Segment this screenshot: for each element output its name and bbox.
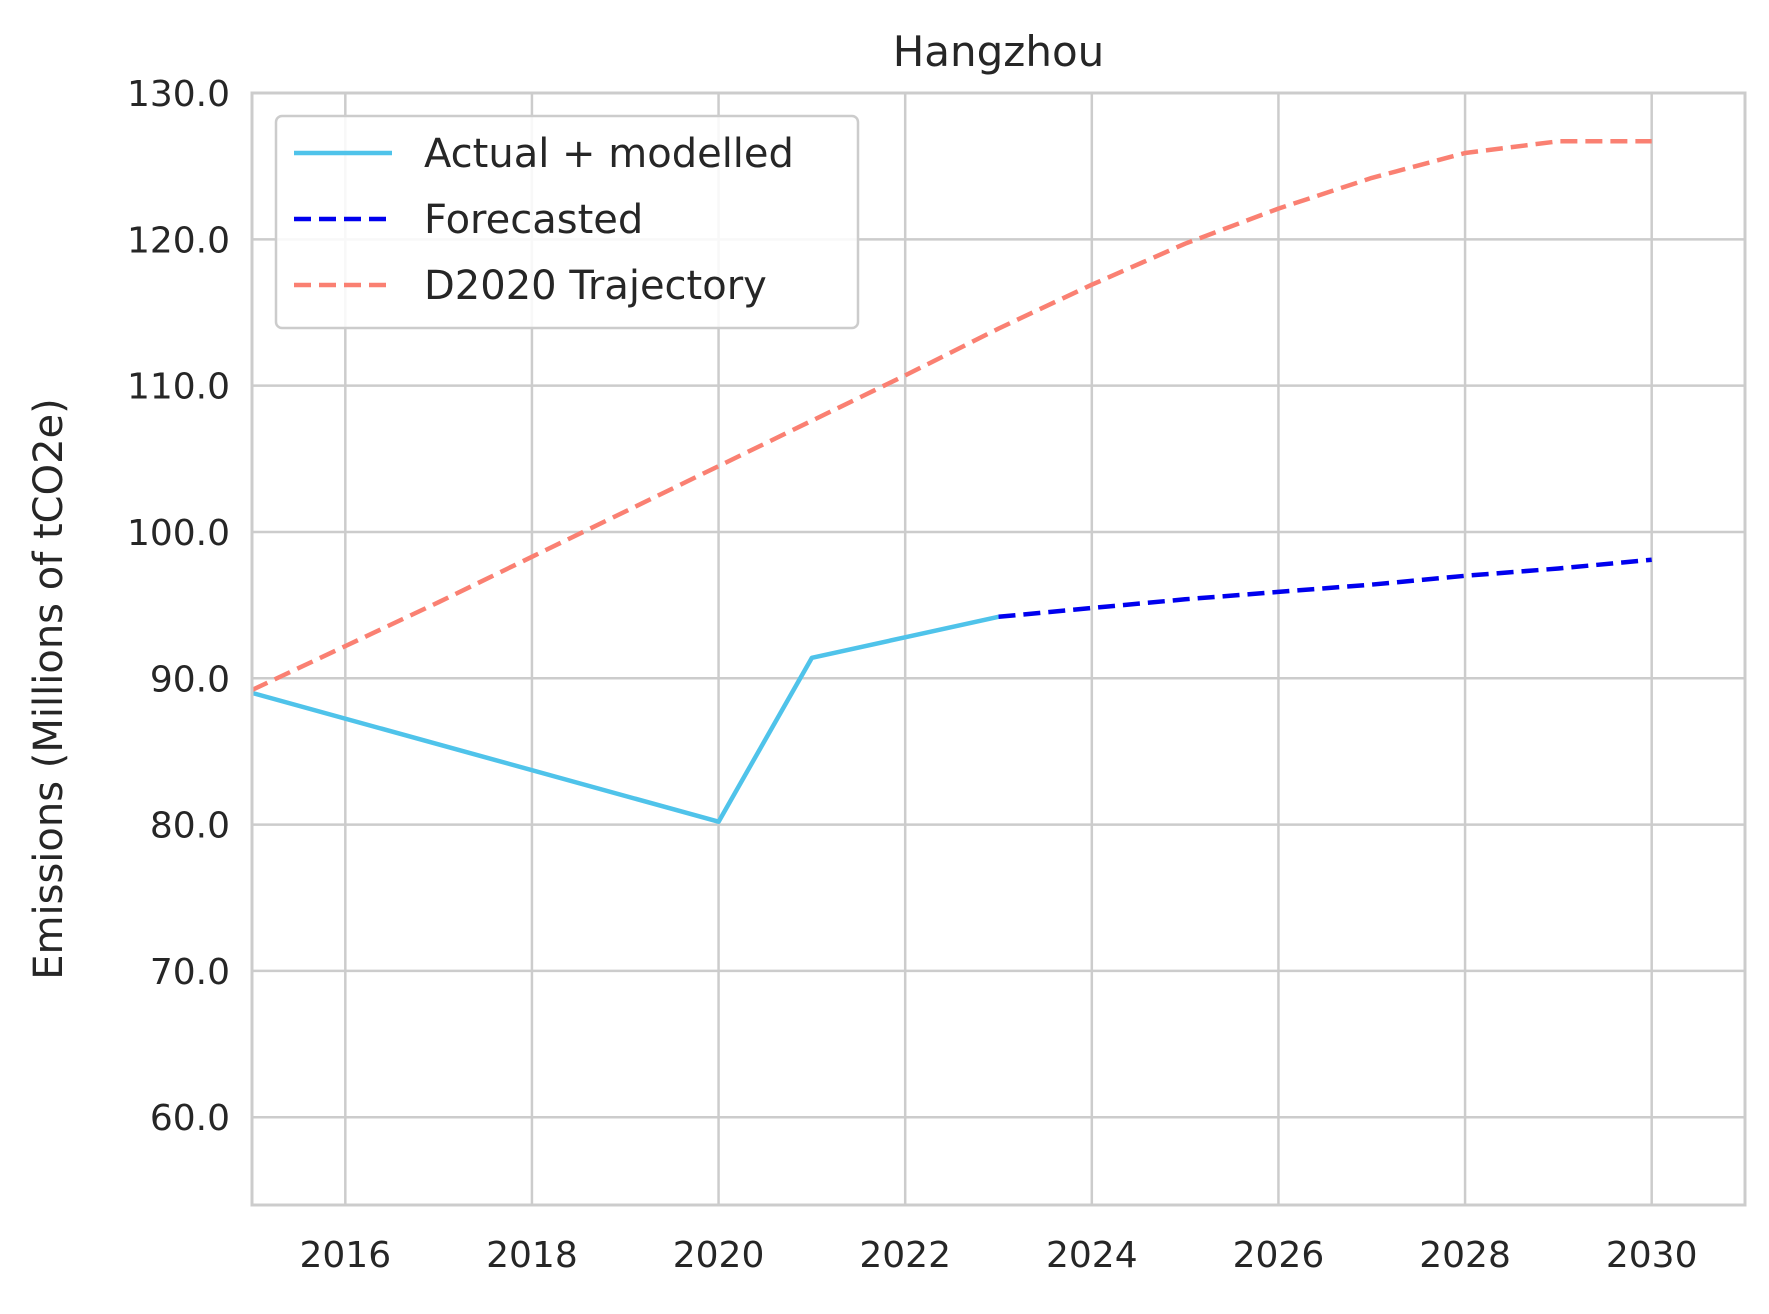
y-tick-label: 120.0 xyxy=(127,220,230,261)
series-line-2 xyxy=(251,139,1652,693)
x-tick-label: 2018 xyxy=(486,1235,578,1276)
legend-box xyxy=(274,114,860,330)
y-tick-label: 110.0 xyxy=(127,367,230,408)
y-tick-label: 70.0 xyxy=(150,952,230,993)
chart-title: Hangzhou xyxy=(893,27,1105,76)
y-axis-ticks: 60.0 70.0 80.0 90.0 100.0 110.0 120.0 130.0 xyxy=(127,74,230,1139)
legend-items: Actual + modelled Forecasted D2020 Traject… xyxy=(294,131,794,309)
series-line-0 xyxy=(251,614,999,824)
legend-label-0: Actual + modelled xyxy=(424,131,794,177)
x-axis-ticks: 2016 2018 2020 2022 2024 2026 2028 2030 xyxy=(300,1235,1698,1276)
y-axis-label: Emissions (Millions of tCO2e) xyxy=(26,398,72,980)
y-tick-label: 60.0 xyxy=(150,1098,230,1139)
legend: Actual + modelled Forecasted D2020 Traject… xyxy=(274,114,860,330)
series-line-1 xyxy=(998,557,1652,620)
x-tick-label: 2016 xyxy=(300,1235,392,1276)
y-tick-label: 130.0 xyxy=(127,74,230,115)
legend-label-1: Forecasted xyxy=(424,197,643,243)
y-tick-label: 90.0 xyxy=(150,659,230,700)
x-tick-label: 2020 xyxy=(673,1235,765,1276)
y-tick-label: 80.0 xyxy=(150,806,230,847)
x-tick-label: 2022 xyxy=(859,1235,951,1276)
x-tick-label: 2030 xyxy=(1606,1235,1698,1276)
series-lines xyxy=(251,139,1652,824)
x-tick-label: 2026 xyxy=(1233,1235,1325,1276)
legend-label-2: D2020 Trajectory xyxy=(424,263,767,309)
gridlines xyxy=(252,91,1745,1205)
y-tick-label: 100.0 xyxy=(127,513,230,554)
x-tick-label: 2028 xyxy=(1419,1235,1511,1276)
plot-frame xyxy=(250,91,1747,1207)
x-tick-label: 2024 xyxy=(1046,1235,1138,1276)
